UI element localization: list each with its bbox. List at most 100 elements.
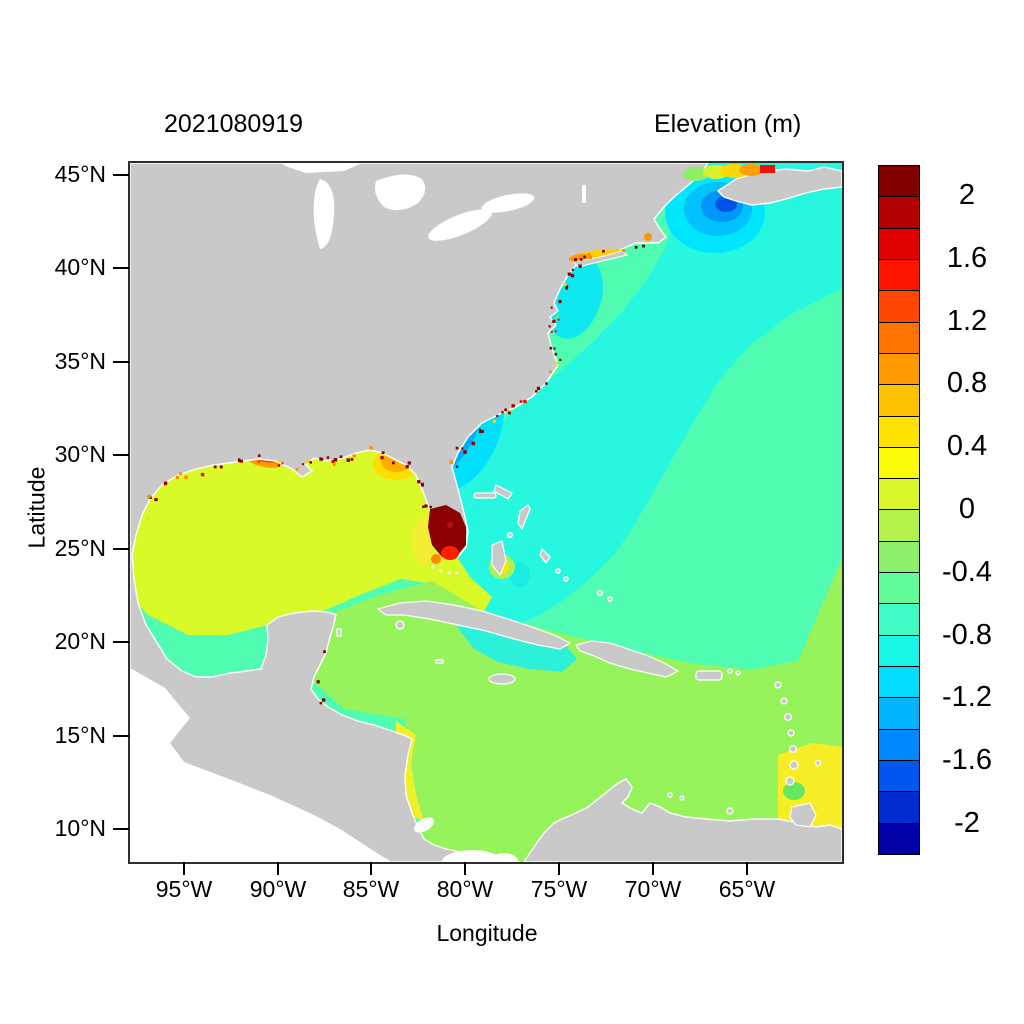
colorbar-cell — [879, 385, 919, 417]
new-providence — [507, 532, 514, 539]
run-date-title: 2021080919 — [164, 110, 304, 138]
ocean-cyan-band — [446, 163, 842, 635]
lake-huron — [375, 174, 426, 211]
gulf-of-panama — [442, 850, 502, 862]
colorbar-tick-label: -0.4 — [942, 555, 992, 588]
florida-keys — [431, 565, 459, 575]
andros-island — [491, 540, 507, 577]
x-tick-label: 75°W — [530, 876, 588, 902]
colorbar-cell — [879, 228, 919, 260]
y-tick-mark — [113, 641, 129, 643]
colorbar-tick-label: 1.6 — [946, 241, 988, 274]
pacific-ocean — [130, 668, 392, 862]
elevation-map — [130, 163, 842, 862]
colorbar-cell — [879, 823, 919, 854]
northumberland-band — [683, 164, 775, 181]
hispaniola — [575, 640, 680, 678]
ns-red-spot — [760, 165, 775, 173]
colorbar-tick-label: -0.8 — [942, 618, 992, 651]
x-tick-label: 90°W — [249, 876, 307, 902]
x-tick-mark — [746, 862, 748, 875]
barbados — [814, 759, 822, 767]
great-abaco — [493, 484, 513, 500]
virgin-2 — [735, 670, 741, 676]
colorbar-tick-label: 0.4 — [946, 430, 988, 463]
colorbar-tick-label: 1.2 — [946, 304, 988, 337]
antilles-4 — [787, 729, 795, 737]
colorbar-cell — [879, 604, 919, 636]
colorbar — [878, 165, 920, 855]
x-tick-label: 95°W — [155, 876, 213, 902]
isle-of-youth — [395, 620, 405, 630]
cape-cod-orange — [644, 233, 652, 241]
x-tick-mark — [558, 862, 560, 875]
y-tick-label: 25°N — [54, 535, 106, 561]
caribbean-field — [305, 558, 842, 862]
no-data-white — [130, 163, 586, 862]
map-plot-area — [128, 161, 844, 864]
long-island-bahamas — [539, 547, 551, 565]
antilles-7 — [785, 776, 795, 786]
eleuthera — [517, 504, 531, 531]
pacific-pocket — [490, 853, 518, 862]
colorbar-cell — [879, 322, 919, 354]
colorbar-cell — [879, 447, 919, 480]
antilles-2 — [780, 697, 788, 705]
lake-okeechobee — [446, 521, 454, 529]
coastal-speckles — [147, 244, 645, 705]
y-tick-label: 20°N — [54, 628, 106, 654]
colorbar-cell — [879, 729, 919, 761]
islands — [336, 484, 822, 828]
lake-michigan — [313, 179, 335, 249]
y-tick-mark — [113, 267, 129, 269]
colorbar-tick-label: -2 — [954, 807, 980, 839]
south-florida-flood — [428, 505, 466, 575]
puerto-rico — [695, 670, 723, 681]
colorbar-cell — [879, 291, 919, 323]
grand-bahama — [473, 492, 497, 499]
lake-champlain — [582, 185, 586, 203]
tongue-of-ocean-patch — [510, 562, 530, 588]
bahama-cay-2 — [563, 576, 569, 582]
y-tick-label: 30°N — [54, 441, 106, 467]
turks-2 — [607, 596, 613, 602]
x-axis-title: Longitude — [436, 920, 538, 946]
x-tick-mark — [370, 862, 372, 875]
antilles-5 — [788, 744, 797, 753]
turks-1 — [597, 590, 604, 597]
colorbar-cell — [879, 760, 919, 793]
trinidad-green-patch — [783, 782, 805, 800]
lake-erie — [428, 209, 492, 241]
land-north-america — [130, 163, 709, 862]
antilles-3 — [783, 712, 792, 721]
curacao — [667, 792, 673, 798]
colorbar-cell — [879, 698, 919, 730]
colorbar-title: Elevation (m) — [654, 110, 802, 138]
colorbar-cell — [879, 573, 919, 605]
cozumel — [336, 628, 342, 637]
x-tick-mark — [652, 862, 654, 875]
y-tick-label: 35°N — [54, 348, 106, 374]
y-tick-mark — [113, 735, 129, 737]
y-tick-label: 40°N — [54, 254, 106, 280]
colorbar-cell — [879, 416, 919, 448]
x-tick-label: 80°W — [436, 876, 494, 902]
antilles-1 — [774, 681, 782, 689]
colorbar-tick-label: -1.2 — [942, 681, 992, 714]
colorbar-cell — [879, 792, 919, 824]
y-tick-mark — [113, 174, 129, 176]
y-tick-mark — [113, 548, 129, 550]
colorbar-cell — [879, 197, 919, 229]
grand-cayman — [435, 659, 444, 664]
y-tick-mark — [113, 828, 129, 830]
x-tick-label: 65°W — [718, 876, 776, 902]
y-tick-label: 45°N — [54, 161, 106, 187]
lake-ontario — [481, 193, 535, 213]
x-tick-mark — [464, 862, 466, 875]
colorbar-cell — [879, 510, 919, 542]
jamaica — [488, 673, 516, 685]
florida-orange-blob — [431, 554, 441, 564]
colorbar-cell — [879, 259, 919, 292]
colorbar-cell — [879, 635, 919, 667]
